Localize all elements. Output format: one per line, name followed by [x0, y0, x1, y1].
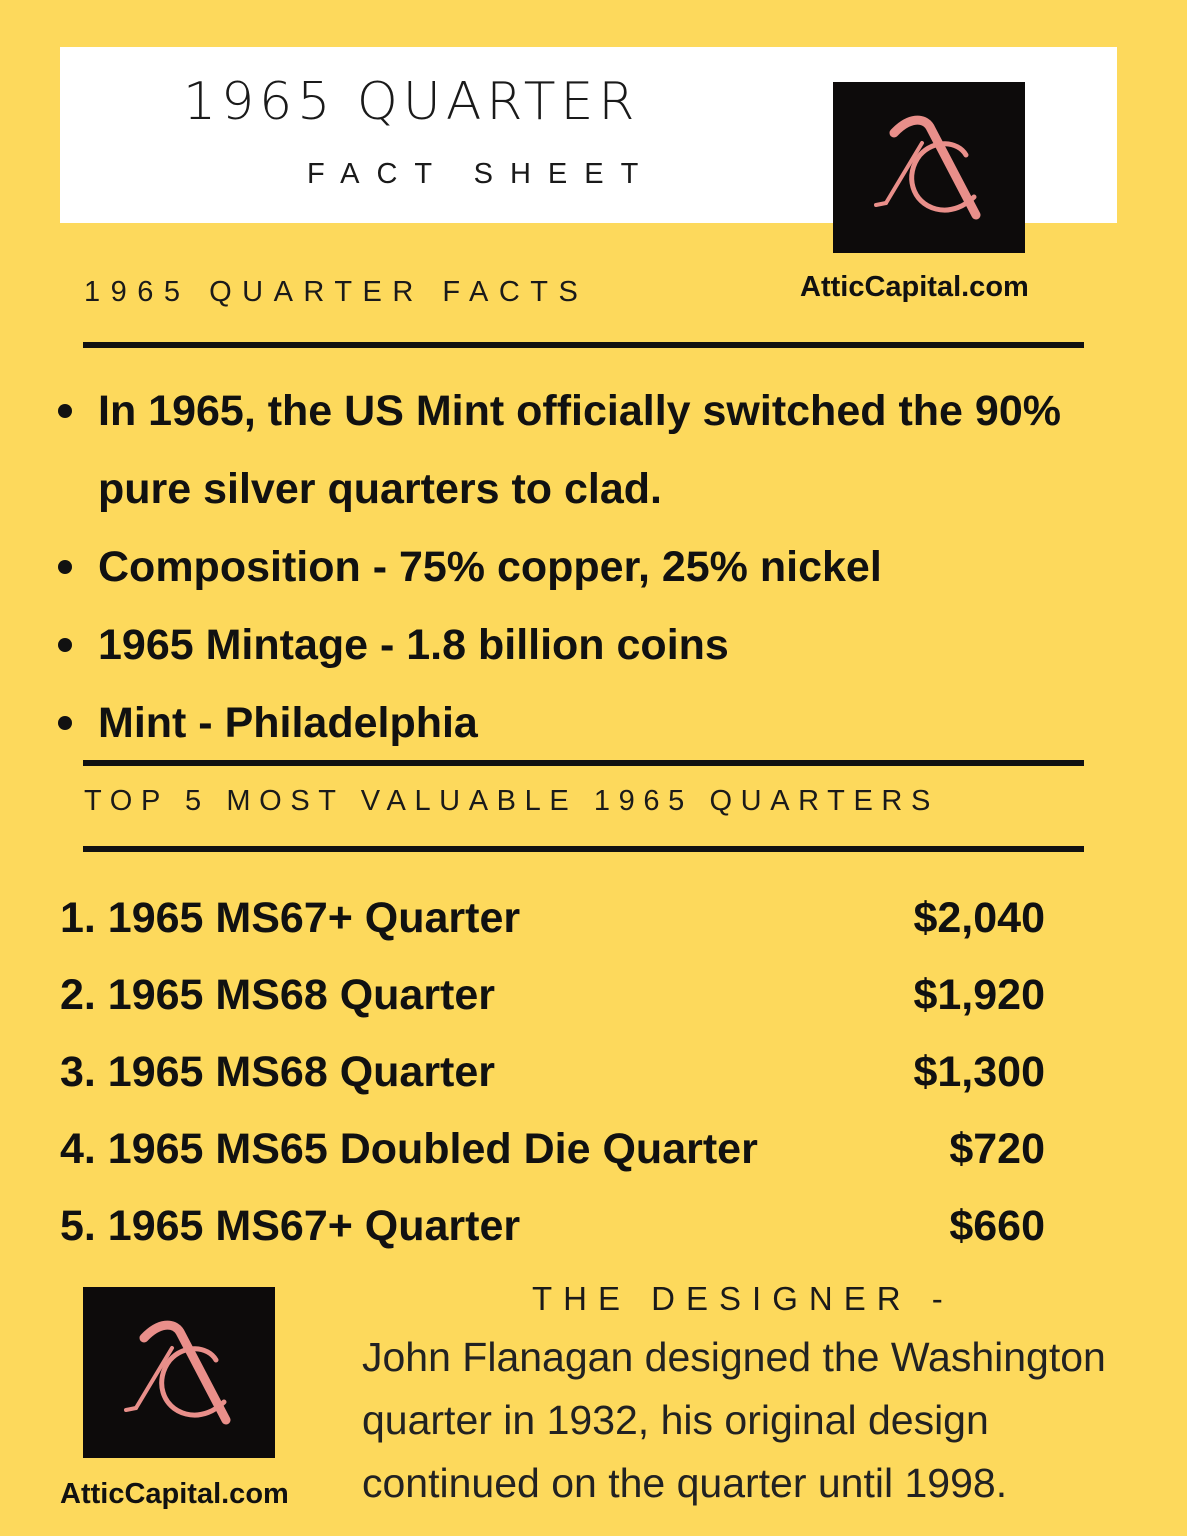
- ac-monogram-icon: [874, 115, 981, 219]
- ranking-label: 5. 1965 MS67+ Quarter: [60, 1202, 521, 1250]
- list-item: 1965 Mintage - 1.8 billion coins: [48, 606, 1128, 684]
- bullet-icon: [58, 638, 72, 652]
- ranking-label: 4. 1965 MS65 Doubled Die Quarter: [60, 1125, 758, 1173]
- bullet-icon: [58, 404, 72, 418]
- ranking-value: $2,040: [913, 894, 1045, 942]
- bullet-icon: [58, 560, 72, 574]
- divider: [83, 760, 1084, 766]
- site-link-top[interactable]: AtticCapital.com: [800, 271, 1029, 303]
- fact-text: In 1965, the US Mint officially switched…: [98, 387, 1061, 513]
- ranking-value: $1,920: [913, 971, 1045, 1019]
- list-item: Mint - Philadelphia: [48, 684, 1128, 762]
- divider: [83, 846, 1084, 852]
- ranking-row: 1. 1965 MS67+ Quarter $2,040: [60, 888, 1045, 948]
- divider: [83, 342, 1084, 348]
- fact-text: 1965 Mintage - 1.8 billion coins: [98, 621, 729, 669]
- page-title: 1965 QUARTER: [183, 72, 640, 132]
- ac-monogram-icon: [124, 1320, 231, 1424]
- site-link-bottom[interactable]: AtticCapital.com: [60, 1478, 289, 1510]
- designer-text: John Flanagan designed the Washington qu…: [362, 1334, 1106, 1506]
- bullet-icon: [58, 716, 72, 730]
- brand-logo: [83, 1287, 275, 1458]
- ranking-row: 3. 1965 MS68 Quarter $1,300: [60, 1042, 1045, 1102]
- list-item: Composition - 75% copper, 25% nickel: [48, 528, 1128, 606]
- brand-logo: [833, 82, 1025, 253]
- ranking-value: $720: [949, 1125, 1045, 1173]
- ranking-label: 2. 1965 MS68 Quarter: [60, 971, 496, 1019]
- ranking-value: $660: [949, 1202, 1045, 1250]
- top5-heading: TOP 5 MOST VALUABLE 1965 QUARTERS: [84, 785, 939, 817]
- ranking-row: 2. 1965 MS68 Quarter $1,920: [60, 965, 1045, 1025]
- ranking-label: 3. 1965 MS68 Quarter: [60, 1048, 496, 1096]
- list-item: In 1965, the US Mint officially switched…: [48, 372, 1128, 528]
- ranking-label: 1. 1965 MS67+ Quarter: [60, 894, 521, 942]
- fact-text: Mint - Philadelphia: [98, 699, 478, 747]
- ranking-value: $1,300: [913, 1048, 1045, 1096]
- ranking-row: 4. 1965 MS65 Doubled Die Quarter $720: [60, 1119, 1045, 1179]
- facts-list: In 1965, the US Mint officially switched…: [48, 372, 1128, 762]
- fact-text: Composition - 75% copper, 25% nickel: [98, 543, 882, 591]
- page-subtitle: FACT SHEET: [307, 158, 656, 190]
- facts-heading: 1965 QUARTER FACTS: [84, 276, 589, 308]
- designer-heading: THE DESIGNER -: [532, 1280, 954, 1317]
- ranking-row: 5. 1965 MS67+ Quarter $660: [60, 1196, 1045, 1256]
